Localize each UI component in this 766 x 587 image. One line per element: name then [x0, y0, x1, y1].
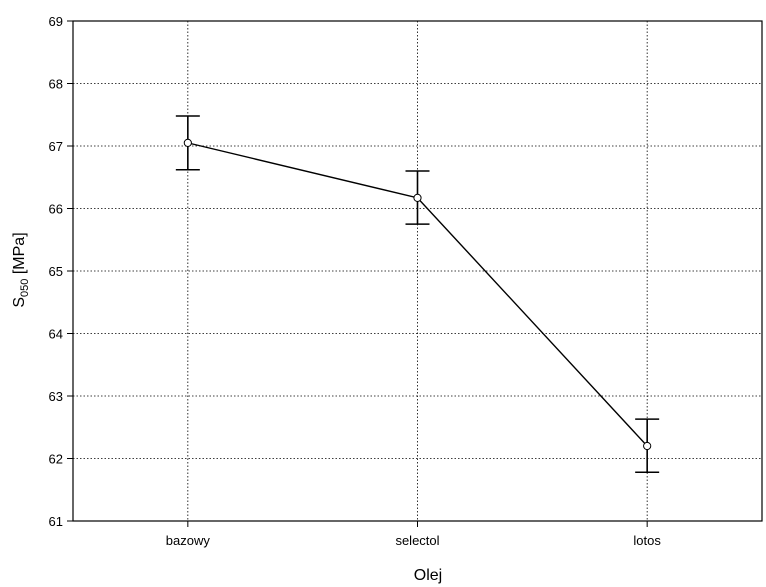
- y-tick-label: 62: [49, 452, 63, 467]
- y-tick-label: 64: [49, 327, 63, 342]
- y-axis-title-base: S: [11, 297, 28, 308]
- y-tick-label: 69: [49, 14, 63, 29]
- y-axis-title-unit: [MPa]: [11, 232, 28, 278]
- y-tick-label: 67: [49, 139, 63, 154]
- x-tick-label: selectol: [395, 533, 439, 548]
- y-tick-label: 63: [49, 389, 63, 404]
- data-point: [643, 441, 652, 451]
- data-point: [183, 138, 192, 147]
- x-tick-label: bazowy: [166, 533, 211, 548]
- y-tick-label: 61: [49, 514, 63, 529]
- axes-layer: [67, 20, 763, 527]
- x-tick-label: lotos: [633, 533, 661, 548]
- y-tick-label: 66: [49, 202, 63, 217]
- series-layer: [175, 115, 660, 474]
- x-axis-title: Olej: [414, 567, 442, 584]
- plot-frame: [72, 20, 763, 522]
- y-tick-labels: 61 62 63 64 65 66 67 68 69: [49, 14, 63, 529]
- y-tick-label: 65: [49, 264, 63, 279]
- x-tick-labels: bazowy selectol lotos: [166, 533, 662, 548]
- y-axis-title: S050 [MPa]: [11, 232, 31, 307]
- grid-layer: [73, 21, 762, 521]
- y-tick-label: 68: [49, 77, 63, 92]
- y-axis-title-subscript: 050: [19, 279, 31, 297]
- data-point: [413, 193, 422, 202]
